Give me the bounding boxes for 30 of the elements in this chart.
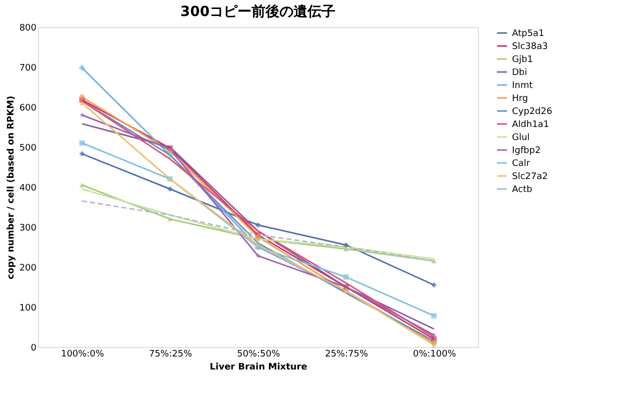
legend-label: Hrg: [512, 94, 528, 104]
y-tick-label: 300: [19, 224, 37, 234]
y-tick-label: 0: [30, 344, 37, 354]
y-tick-label: 200: [19, 264, 37, 274]
legend-label: Inmt: [512, 81, 534, 91]
legend-label: Aldh1a1: [512, 120, 550, 130]
chart-title: 300コピー前後の遺伝子: [180, 4, 336, 20]
x-tick-label: 100%:0%: [60, 350, 104, 360]
legend-label: Slc27a2: [512, 172, 548, 182]
legend-label: Slc38a3: [512, 42, 548, 52]
x-tick-label: 0%:100%: [412, 350, 456, 360]
y-tick-label: 500: [19, 144, 37, 154]
legend-label: Gjb1: [512, 55, 533, 65]
legend-label: Calr: [512, 159, 530, 169]
x-tick-label: 25%:75%: [324, 350, 368, 360]
legend-label: Actb: [512, 185, 532, 195]
legend-label: Atp5a1: [512, 29, 544, 39]
x-axis-title: Liver Brain Mixture: [210, 362, 308, 372]
y-tick-label: 400: [19, 184, 37, 194]
y-tick-label: 600: [19, 104, 37, 114]
x-tick-label: 50%:50%: [236, 350, 280, 360]
legend-label: Dbi: [512, 68, 528, 78]
x-tick-label: 75%:25%: [148, 350, 192, 360]
legend-label: Cyp2d26: [512, 107, 552, 117]
y-axis-title: copy number / cell (based on RPKM): [6, 96, 16, 280]
legend-label: Igfbp2: [512, 146, 541, 156]
legend-label: Glul: [512, 133, 530, 143]
y-tick-label: 700: [19, 64, 37, 74]
y-tick-label: 100: [19, 304, 37, 314]
y-tick-label: 800: [19, 24, 37, 34]
